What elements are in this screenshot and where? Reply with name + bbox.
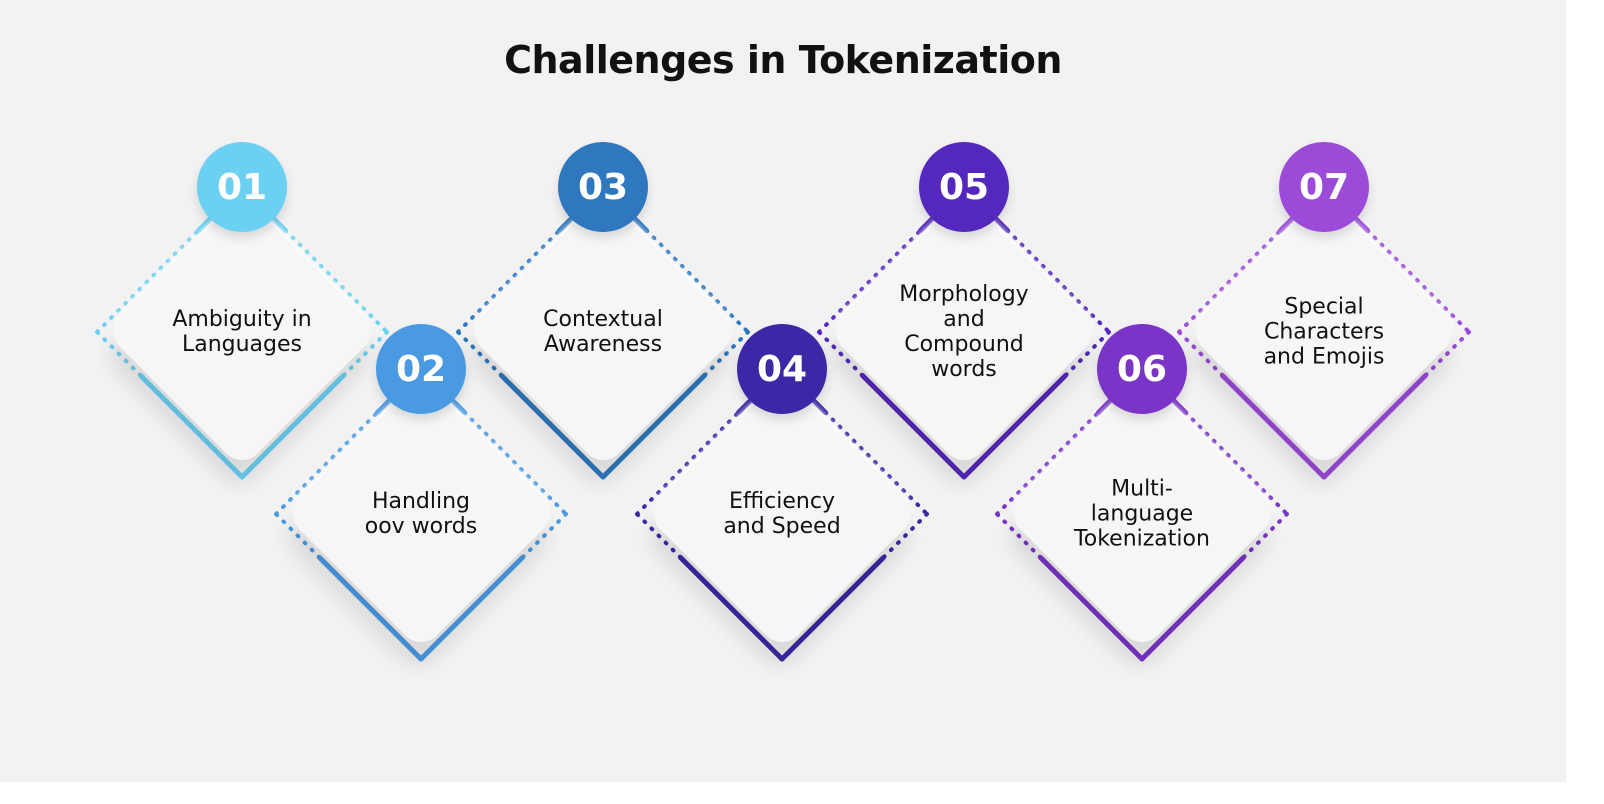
outline-dotted-segment [1177, 228, 1283, 334]
outline-solid-segment [961, 373, 1068, 480]
outline-dotted-segment [817, 330, 865, 378]
outline-dotted-segment [1183, 410, 1289, 516]
outline-dotted-segment [1241, 512, 1289, 560]
challenge-item-03: Contextual Awareness 03 [413, 142, 793, 522]
outline-solid-segment [779, 555, 886, 662]
outline-dotted-segment [635, 512, 683, 560]
outline-dotted-segment [274, 512, 322, 560]
outline-dotted-segment [456, 228, 562, 334]
outline-solid-segment [499, 373, 606, 480]
outline-dotted-segment [995, 410, 1101, 516]
outline-dotted-segment [95, 228, 201, 334]
outline-dotted-segment [95, 330, 143, 378]
outline-dotted-segment [283, 228, 389, 334]
challenge-label: Efficiency and Speed [723, 489, 841, 539]
outline-solid-segment [418, 555, 525, 662]
outline-dotted-segment [520, 512, 568, 560]
challenge-label: Morphology and Compound words [899, 282, 1029, 382]
outline-dotted-segment [1177, 330, 1225, 378]
outline-dotted-segment [644, 228, 750, 334]
outline-solid-segment [1038, 555, 1145, 662]
outline-solid-segment [1139, 555, 1246, 662]
outline-dotted-segment [274, 410, 380, 516]
outline-dotted-segment [1005, 228, 1111, 334]
number-badge: 07 [1279, 142, 1369, 232]
outline-dotted-segment [635, 410, 741, 516]
outline-solid-segment [1220, 373, 1327, 480]
diamond-outline [456, 184, 750, 480]
outline-dotted-segment [456, 330, 504, 378]
outline-dotted-segment [817, 228, 923, 334]
outline-dotted-segment [1423, 330, 1471, 378]
outline-solid-segment [138, 373, 245, 480]
outline-dotted-segment [341, 330, 389, 378]
challenge-label: Handling oov words [364, 489, 478, 539]
challenge-label: Ambiguity in Languages [172, 307, 312, 357]
outline-solid-segment [1321, 373, 1428, 480]
number-badge: 03 [558, 142, 648, 232]
number-badge: 02 [376, 324, 466, 414]
outline-dotted-segment [702, 330, 750, 378]
number-badge: 06 [1097, 324, 1187, 414]
number-badge: 05 [919, 142, 1009, 232]
diagram-title: Challenges in Tokenization [504, 38, 1062, 82]
challenge-item-02: Handling oov words 02 [231, 324, 611, 704]
diagram-canvas: Challenges in Tokenization Ambiguity in … [0, 0, 1566, 782]
outline-dotted-segment [1365, 228, 1471, 334]
challenge-item-04: Efficiency and Speed 04 [592, 324, 972, 704]
challenge-item-07: Special Characters and Emojis 07 [1134, 142, 1514, 522]
challenge-item-06: Multi- language Tokenization 06 [952, 324, 1332, 704]
outline-dotted-segment [462, 410, 568, 516]
number-badge: 04 [737, 324, 827, 414]
outline-solid-segment [600, 373, 707, 480]
outline-dotted-segment [823, 410, 929, 516]
outline-solid-segment [860, 373, 967, 480]
diamond-outline [817, 184, 1111, 480]
outline-dotted-segment [1063, 330, 1111, 378]
challenge-label: Special Characters and Emojis [1263, 294, 1385, 370]
outline-solid-segment [317, 555, 424, 662]
challenge-label: Contextual Awareness [543, 307, 663, 357]
number-badge: 01 [197, 142, 287, 232]
outline-dotted-segment [881, 512, 929, 560]
outline-solid-segment [239, 373, 346, 480]
outline-solid-segment [678, 555, 785, 662]
challenge-item-01: Ambiguity in Languages 01 [52, 142, 432, 522]
challenge-label: Multi- language Tokenization [1074, 476, 1210, 552]
outline-dotted-segment [995, 512, 1043, 560]
challenge-item-05: Morphology and Compound words 05 [774, 142, 1154, 522]
